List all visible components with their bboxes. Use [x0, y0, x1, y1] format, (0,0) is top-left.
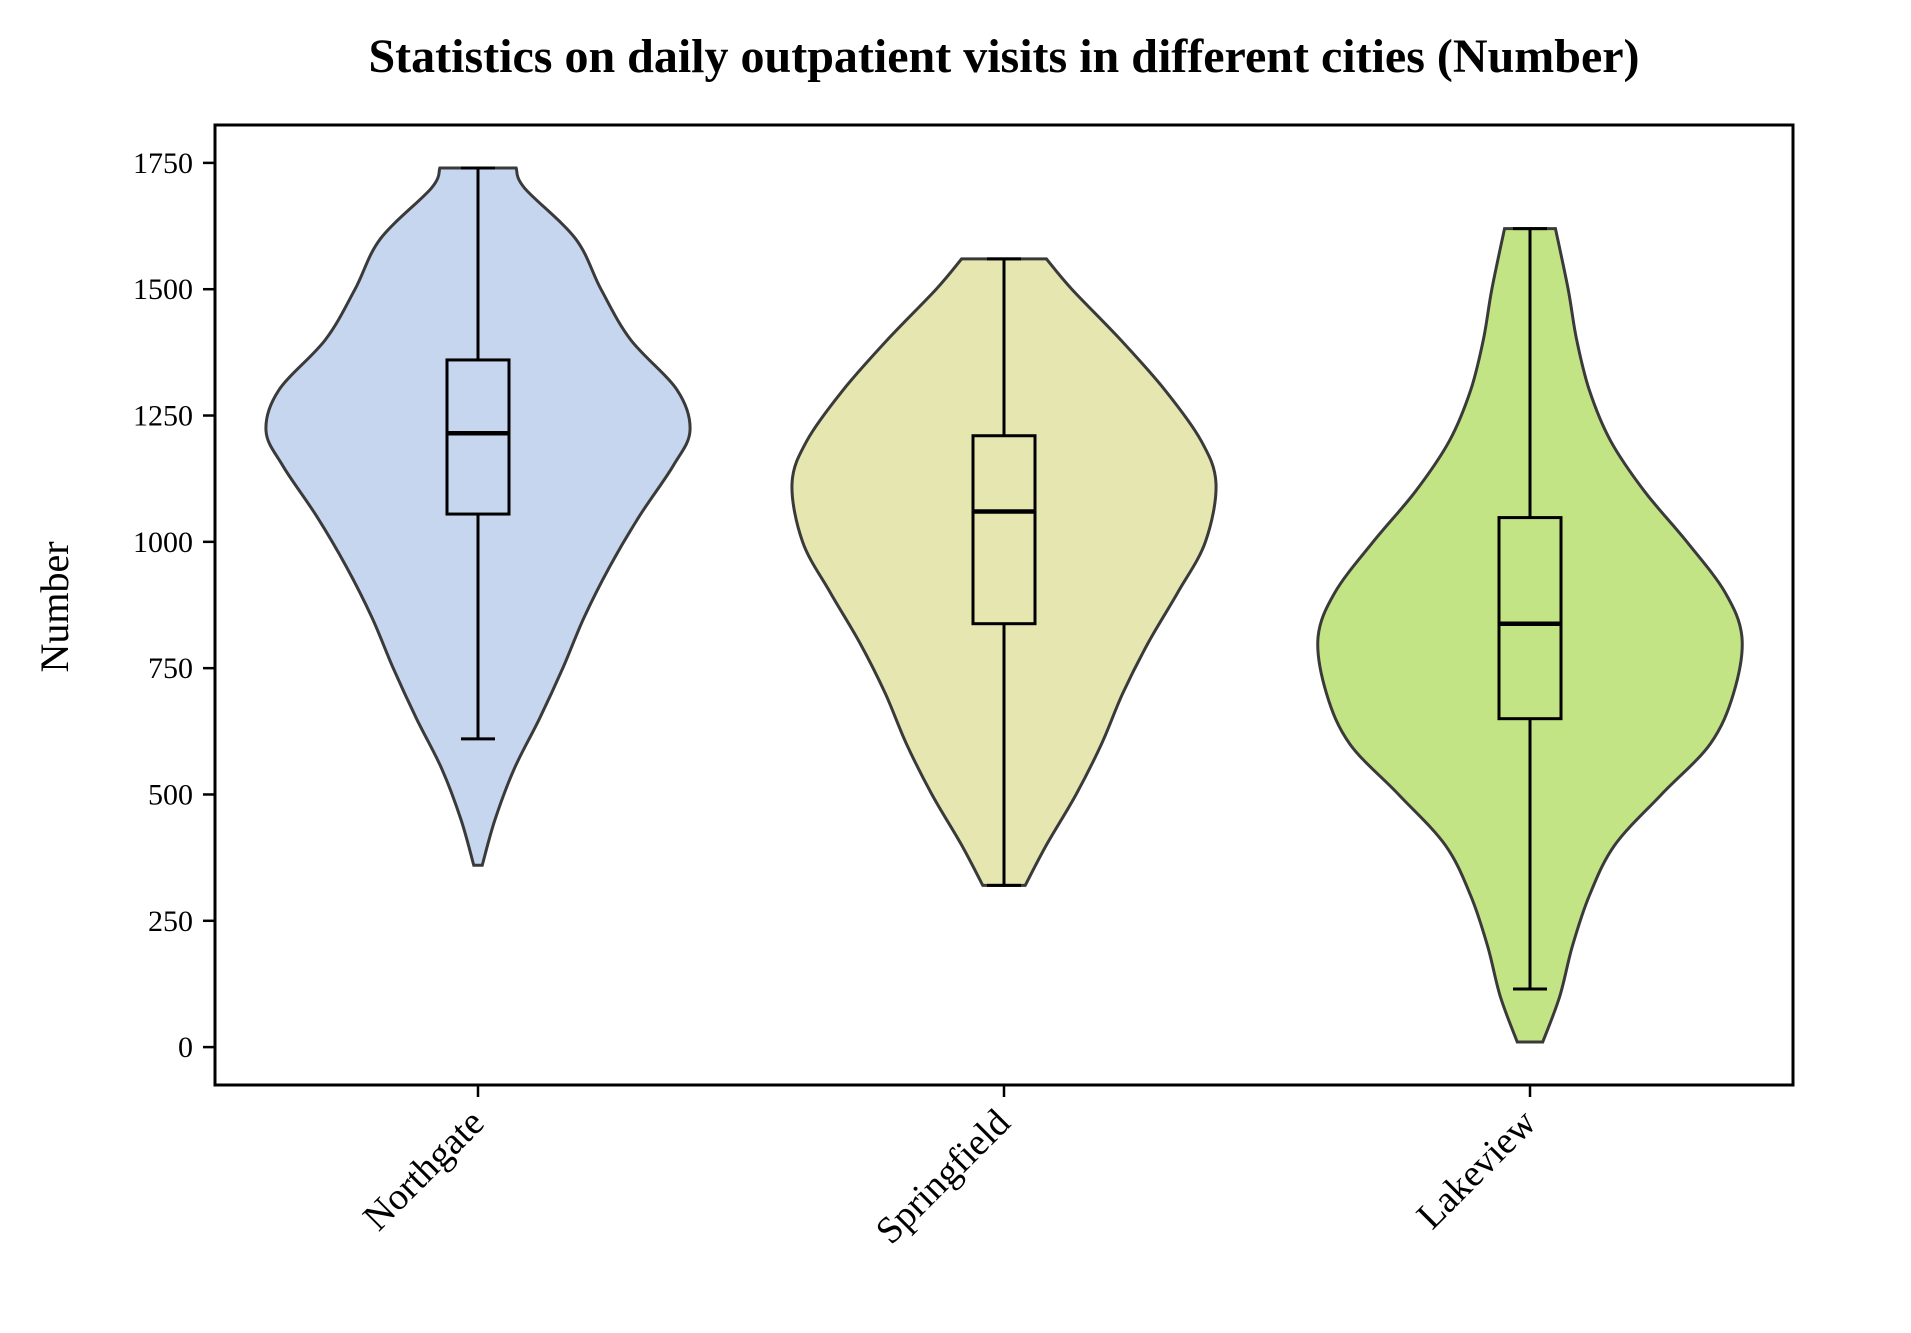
y-tick-label: 1000	[133, 526, 193, 559]
chart-title: Statistics on daily outpatient visits in…	[368, 30, 1639, 83]
y-tick-label: 250	[148, 905, 193, 938]
plot-frame	[213, 123, 1795, 1087]
x-axis: Northgate Springfield Lakeview	[355, 1085, 1545, 1252]
y-tick-label: 1500	[133, 273, 193, 306]
y-axis-label: Number	[32, 541, 77, 672]
x-tick-label-springfield: Springfield	[868, 1102, 1019, 1253]
y-tick-label: 1250	[133, 400, 193, 433]
y-tick-label: 0	[178, 1031, 193, 1064]
violin-lakeview	[1316, 227, 1744, 1044]
x-tick-label-lakeview: Lakeview	[1409, 1101, 1545, 1237]
y-tick-label: 1750	[133, 147, 193, 180]
boxplots	[445, 166, 1563, 991]
box-lakeview	[1497, 516, 1563, 721]
box-northgate	[445, 358, 511, 516]
violin-springfield	[790, 257, 1218, 887]
y-tick-label: 500	[148, 778, 193, 811]
x-tick-label-northgate: Northgate	[355, 1102, 492, 1239]
box-springfield	[971, 434, 1037, 626]
y-tick-label: 750	[148, 652, 193, 685]
y-axis: 0 250 500 750 1000 1250 1500 1750	[133, 147, 215, 1064]
